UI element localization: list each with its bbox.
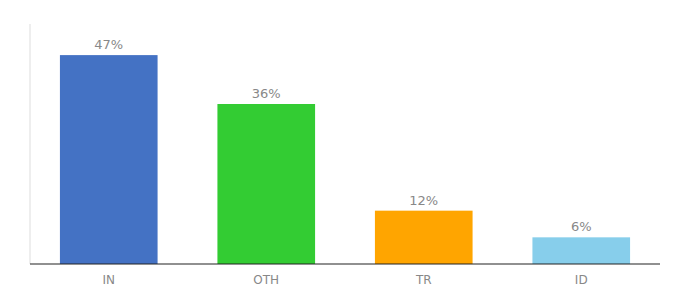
y-axis-line	[30, 24, 31, 264]
data-label: 47%	[94, 37, 123, 52]
data-label: 6%	[571, 219, 592, 234]
chart-container: 47% 36% 12% 6% IN OTH TR ID	[0, 0, 680, 300]
bar	[60, 55, 158, 264]
data-label: 36%	[252, 86, 281, 101]
x-tick-label: OTH	[253, 273, 279, 287]
x-tick-label: ID	[575, 273, 588, 287]
x-axis-line	[30, 263, 660, 264]
x-tick-label: TR	[415, 273, 432, 287]
bars	[60, 55, 630, 264]
bar	[217, 104, 315, 264]
data-label: 12%	[409, 193, 438, 208]
bar	[375, 211, 473, 264]
x-tick-label: IN	[102, 273, 115, 287]
bar	[532, 237, 630, 264]
chart: 47% 36% 12% 6% IN OTH TR ID	[0, 0, 680, 300]
